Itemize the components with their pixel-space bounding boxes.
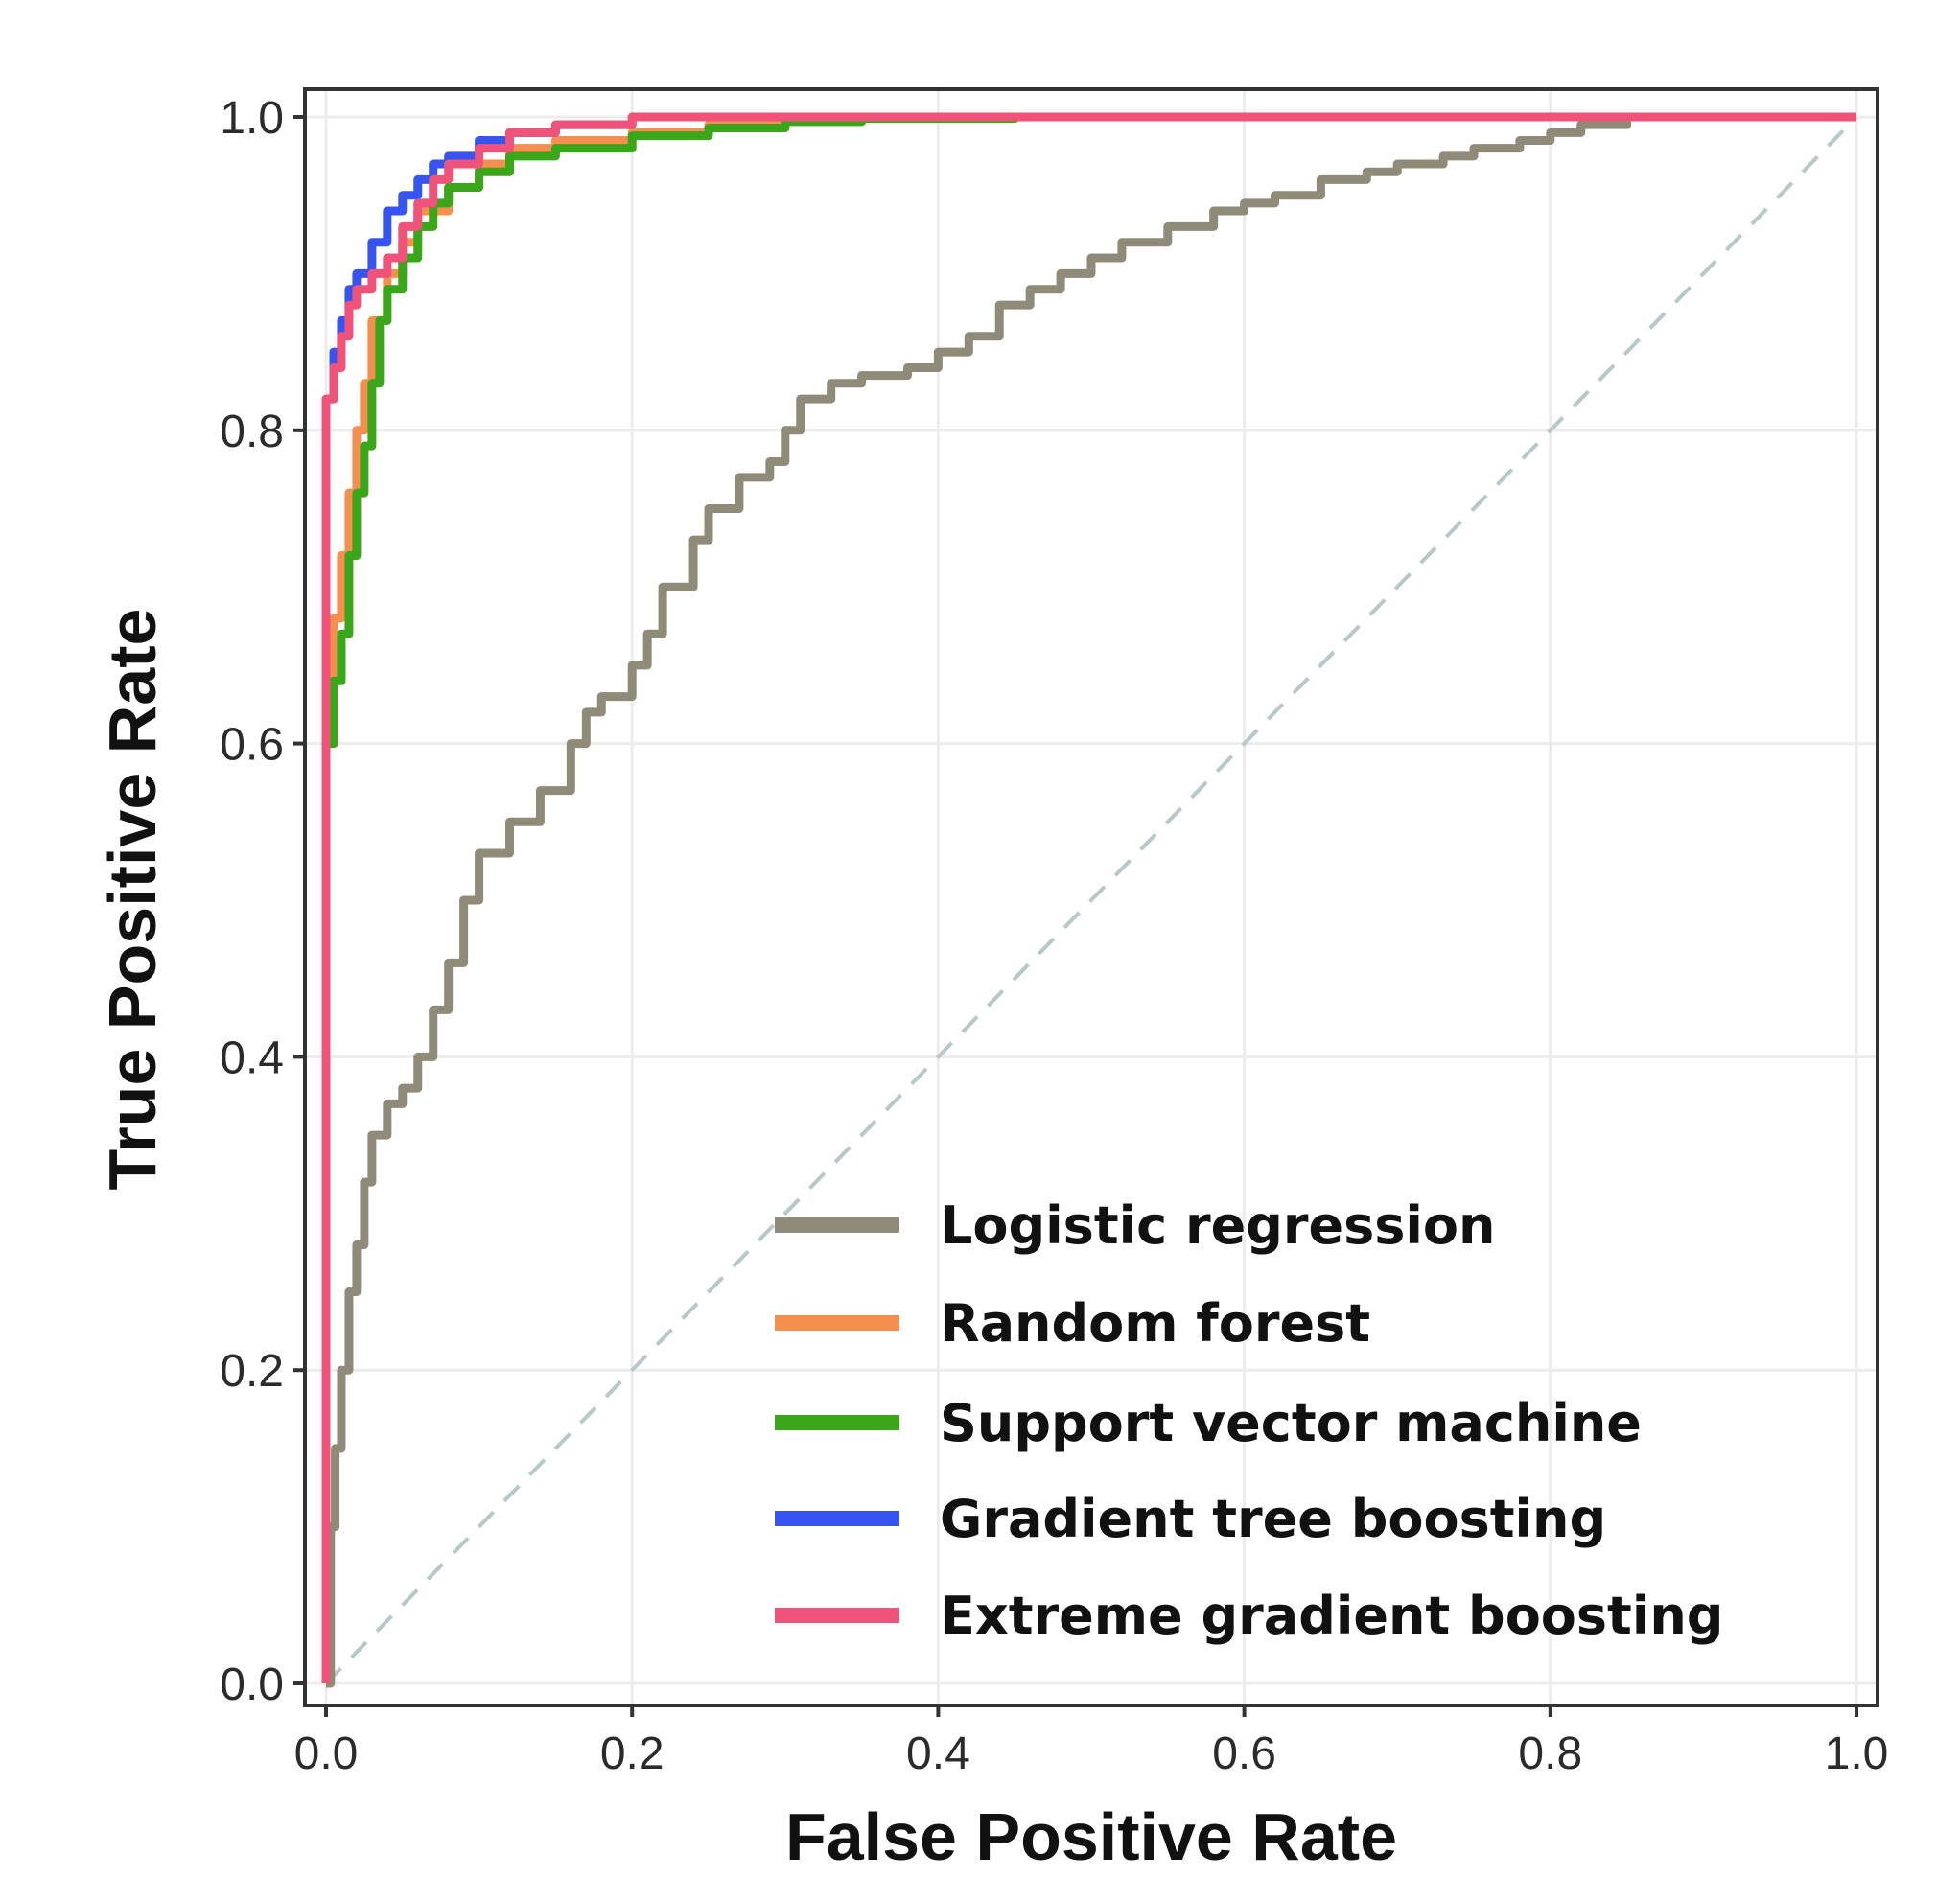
grid-layer	[305, 89, 1878, 1705]
y-tick-label-5: 1.0	[220, 93, 284, 144]
reference-diagonal-line	[324, 115, 1858, 1685]
y-axis-ticks: 0.0 0.2 0.4 0.6 0.8 1.0	[220, 93, 305, 1710]
x-axis-title: False Positive Rate	[785, 1799, 1397, 1874]
series-layer	[321, 112, 1856, 1688]
x-tick-label-2: 0.4	[906, 1728, 970, 1779]
legend-label-extreme-gradient-boosting: Extreme gradient boosting	[940, 1586, 1723, 1646]
series-line-extreme-gradient-boosting	[321, 112, 1856, 1683]
legend-label-gradient-tree-boosting: Gradient tree boosting	[940, 1489, 1606, 1549]
y-tick-label-0: 0.0	[220, 1659, 284, 1710]
legend: Logistic regression Random forest Support …	[775, 1195, 1723, 1646]
legend-label-logistic-regression: Logistic regression	[940, 1195, 1495, 1256]
legend-label-support-vector-machine: Support vector machine	[940, 1393, 1642, 1453]
plot-frame	[303, 87, 1879, 1707]
x-tick-label-5: 1.0	[1825, 1728, 1889, 1779]
y-tick-label-3: 0.6	[220, 720, 284, 771]
x-tick-label-1: 0.2	[600, 1728, 665, 1779]
x-axis-ticks: 0.0 0.2 0.4 0.6 0.8 1.0	[294, 1705, 1889, 1779]
series-line-logistic-regression	[326, 112, 1856, 1688]
y-tick-label-2: 0.4	[220, 1032, 284, 1083]
y-tick-label-4: 0.8	[220, 406, 284, 457]
y-tick-label-1: 0.2	[220, 1346, 284, 1397]
legend-label-random-forest: Random forest	[940, 1293, 1370, 1354]
x-tick-label-4: 0.8	[1518, 1728, 1582, 1779]
y-axis-title: True Positive Rate	[95, 609, 170, 1191]
x-tick-label-0: 0.0	[294, 1728, 359, 1779]
x-tick-label-3: 0.6	[1212, 1728, 1276, 1779]
